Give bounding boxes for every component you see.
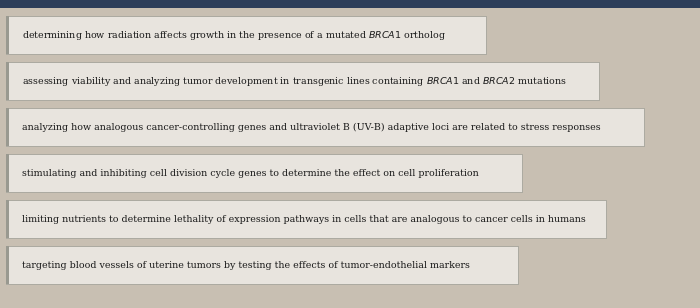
FancyBboxPatch shape [6, 62, 598, 100]
FancyBboxPatch shape [6, 16, 486, 54]
FancyBboxPatch shape [6, 16, 9, 54]
FancyBboxPatch shape [6, 200, 606, 238]
FancyBboxPatch shape [6, 108, 644, 146]
FancyBboxPatch shape [6, 200, 9, 238]
Text: analyzing how analogous cancer-controlling genes and ultraviolet B (UV-B) adapti: analyzing how analogous cancer-controlli… [22, 123, 601, 132]
FancyBboxPatch shape [6, 154, 9, 192]
Text: stimulating and inhibiting cell division cycle genes to determine the effect on : stimulating and inhibiting cell division… [22, 168, 479, 177]
FancyBboxPatch shape [6, 108, 9, 146]
Text: targeting blood vessels of uterine tumors by testing the effects of tumor-endoth: targeting blood vessels of uterine tumor… [22, 261, 470, 270]
FancyBboxPatch shape [6, 154, 522, 192]
FancyBboxPatch shape [0, 0, 700, 8]
FancyBboxPatch shape [6, 62, 9, 100]
FancyBboxPatch shape [6, 246, 518, 284]
Text: limiting nutrients to determine lethality of expression pathways in cells that a: limiting nutrients to determine lethalit… [22, 214, 585, 224]
Text: assessing viability and analyzing tumor development in transgenic lines containi: assessing viability and analyzing tumor … [22, 75, 567, 87]
FancyBboxPatch shape [6, 246, 9, 284]
Text: determining how radiation affects growth in the presence of a mutated $\it{BRCA1: determining how radiation affects growth… [22, 29, 446, 42]
